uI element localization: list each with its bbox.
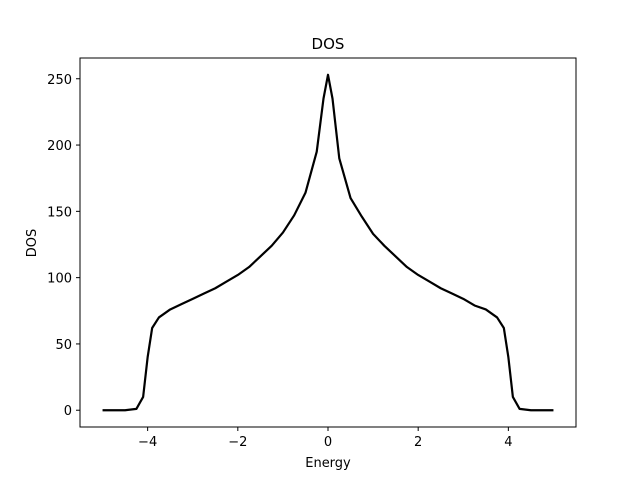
y-tick-label: 250 [47, 73, 72, 88]
x-tick-label: −4 [138, 435, 157, 450]
y-tick-label: 150 [47, 205, 72, 220]
line [102, 73, 554, 412]
x-tick-label: 0 [324, 435, 332, 450]
chart-title: DOS [312, 35, 345, 53]
x-tick-label: −2 [228, 435, 247, 450]
x-tick-label: 2 [414, 435, 422, 450]
y-tick-label: 200 [47, 139, 72, 154]
y-tick-label: 50 [55, 338, 72, 353]
x-tick-label: 4 [504, 435, 512, 450]
y-axis-label: DOS [25, 229, 40, 258]
y-tick-label: 100 [47, 272, 72, 287]
x-axis-label: Energy [305, 456, 351, 471]
y-tick-label: 0 [64, 404, 72, 419]
